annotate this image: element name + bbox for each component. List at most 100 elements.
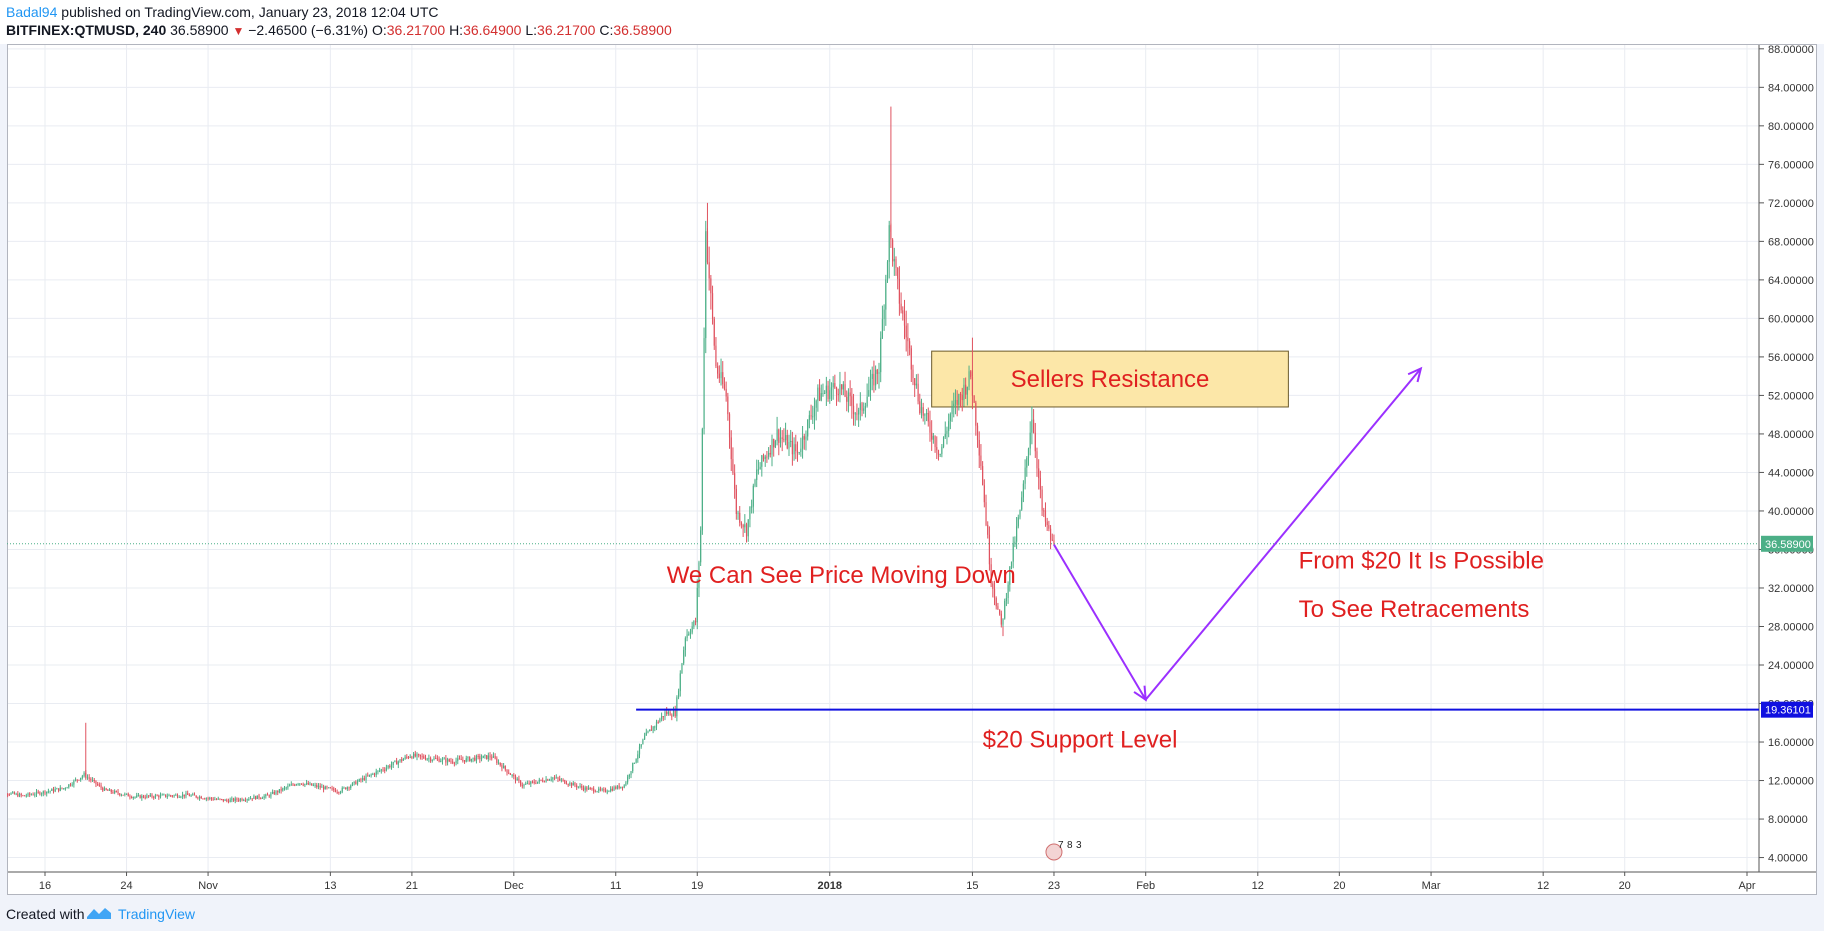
candle [948, 421, 950, 431]
candle [360, 779, 362, 781]
candle [438, 758, 440, 762]
candle [71, 784, 73, 786]
candle [345, 787, 347, 790]
author-link[interactable]: Badal94 [6, 4, 58, 20]
x-tick-label: Dec [504, 880, 524, 892]
candle [394, 760, 396, 762]
candle [440, 760, 442, 762]
candle [858, 409, 860, 415]
candle [834, 383, 836, 388]
candle [644, 735, 646, 740]
candle [905, 325, 907, 338]
candle [480, 758, 483, 760]
candle [919, 401, 921, 414]
symbol-info: BITFINEX:QTMUSD, 240 36.58900 ▼ −2.46500… [6, 22, 672, 38]
y-tick-label: 24.00000 [1768, 660, 1814, 672]
candle [1010, 561, 1013, 567]
resistance-zone [931, 350, 1289, 408]
y-tick-label: 16.00000 [1768, 737, 1814, 749]
candle [317, 785, 320, 787]
x-tick-label: 11 [610, 880, 621, 892]
candle [514, 776, 517, 781]
candle [255, 796, 257, 800]
y-tick-label: 76.00000 [1768, 159, 1814, 171]
candle [209, 797, 211, 799]
candle [272, 792, 274, 794]
candle [161, 794, 163, 796]
candle [200, 796, 202, 799]
candle [847, 392, 850, 402]
candle [69, 784, 72, 786]
candle [74, 779, 77, 781]
candle [722, 372, 724, 385]
candle [982, 466, 984, 486]
candle [599, 788, 602, 790]
candle [1026, 457, 1028, 468]
candle [470, 758, 472, 762]
candle [912, 369, 914, 379]
candle [844, 384, 846, 397]
price-chart[interactable]: 4.000008.0000012.0000016.0000020.0000024… [7, 44, 1817, 895]
candle [419, 754, 421, 757]
tradingview-brand-link[interactable]: TradingView [118, 906, 196, 922]
candle [508, 772, 510, 774]
candle [115, 790, 117, 792]
tradingview-logo-icon[interactable] [86, 905, 112, 921]
candle [421, 756, 423, 758]
candle [54, 789, 56, 792]
candle [574, 783, 576, 786]
candle [727, 396, 729, 415]
candle [516, 778, 518, 781]
candle [44, 791, 46, 794]
candle [482, 755, 484, 759]
candle [469, 757, 471, 762]
candle [1038, 468, 1040, 479]
candle [871, 373, 873, 380]
candle [747, 519, 749, 537]
candle [426, 758, 428, 760]
candle [786, 435, 788, 449]
candle [908, 341, 911, 349]
candle [740, 522, 743, 526]
candle [542, 780, 544, 782]
ohlc-open-value: 36.21700 [386, 22, 446, 38]
candle [146, 795, 148, 798]
candle [100, 785, 102, 788]
candle [739, 512, 741, 523]
y-tick-label: 12.00000 [1768, 776, 1814, 788]
candle [1017, 517, 1019, 527]
candle [458, 758, 461, 760]
candle [158, 795, 160, 798]
candle [601, 789, 603, 791]
y-tick-label: 4.00000 [1768, 853, 1808, 865]
candle [29, 793, 31, 795]
candle [528, 782, 530, 785]
candle [937, 450, 940, 455]
candle [939, 453, 941, 455]
candle [954, 399, 957, 404]
candle [759, 466, 761, 470]
candle [885, 279, 887, 310]
candle [584, 787, 586, 791]
candle [10, 793, 12, 795]
candle [779, 437, 782, 443]
candle [251, 798, 253, 800]
candle [924, 414, 926, 416]
y-tick-label: 60.00000 [1768, 313, 1814, 325]
candle [56, 788, 58, 790]
candle [178, 796, 180, 798]
candle [572, 783, 574, 786]
candle [406, 756, 408, 758]
candle [1007, 584, 1009, 599]
candle [144, 797, 146, 799]
candle [402, 758, 404, 761]
y-tick-label: 88.00000 [1768, 44, 1814, 56]
candle [180, 796, 182, 798]
candle [666, 711, 668, 715]
candle [895, 258, 897, 268]
candle [497, 762, 500, 764]
candle [479, 756, 481, 760]
candle [762, 455, 765, 460]
candle [132, 797, 134, 799]
candle [934, 435, 936, 448]
